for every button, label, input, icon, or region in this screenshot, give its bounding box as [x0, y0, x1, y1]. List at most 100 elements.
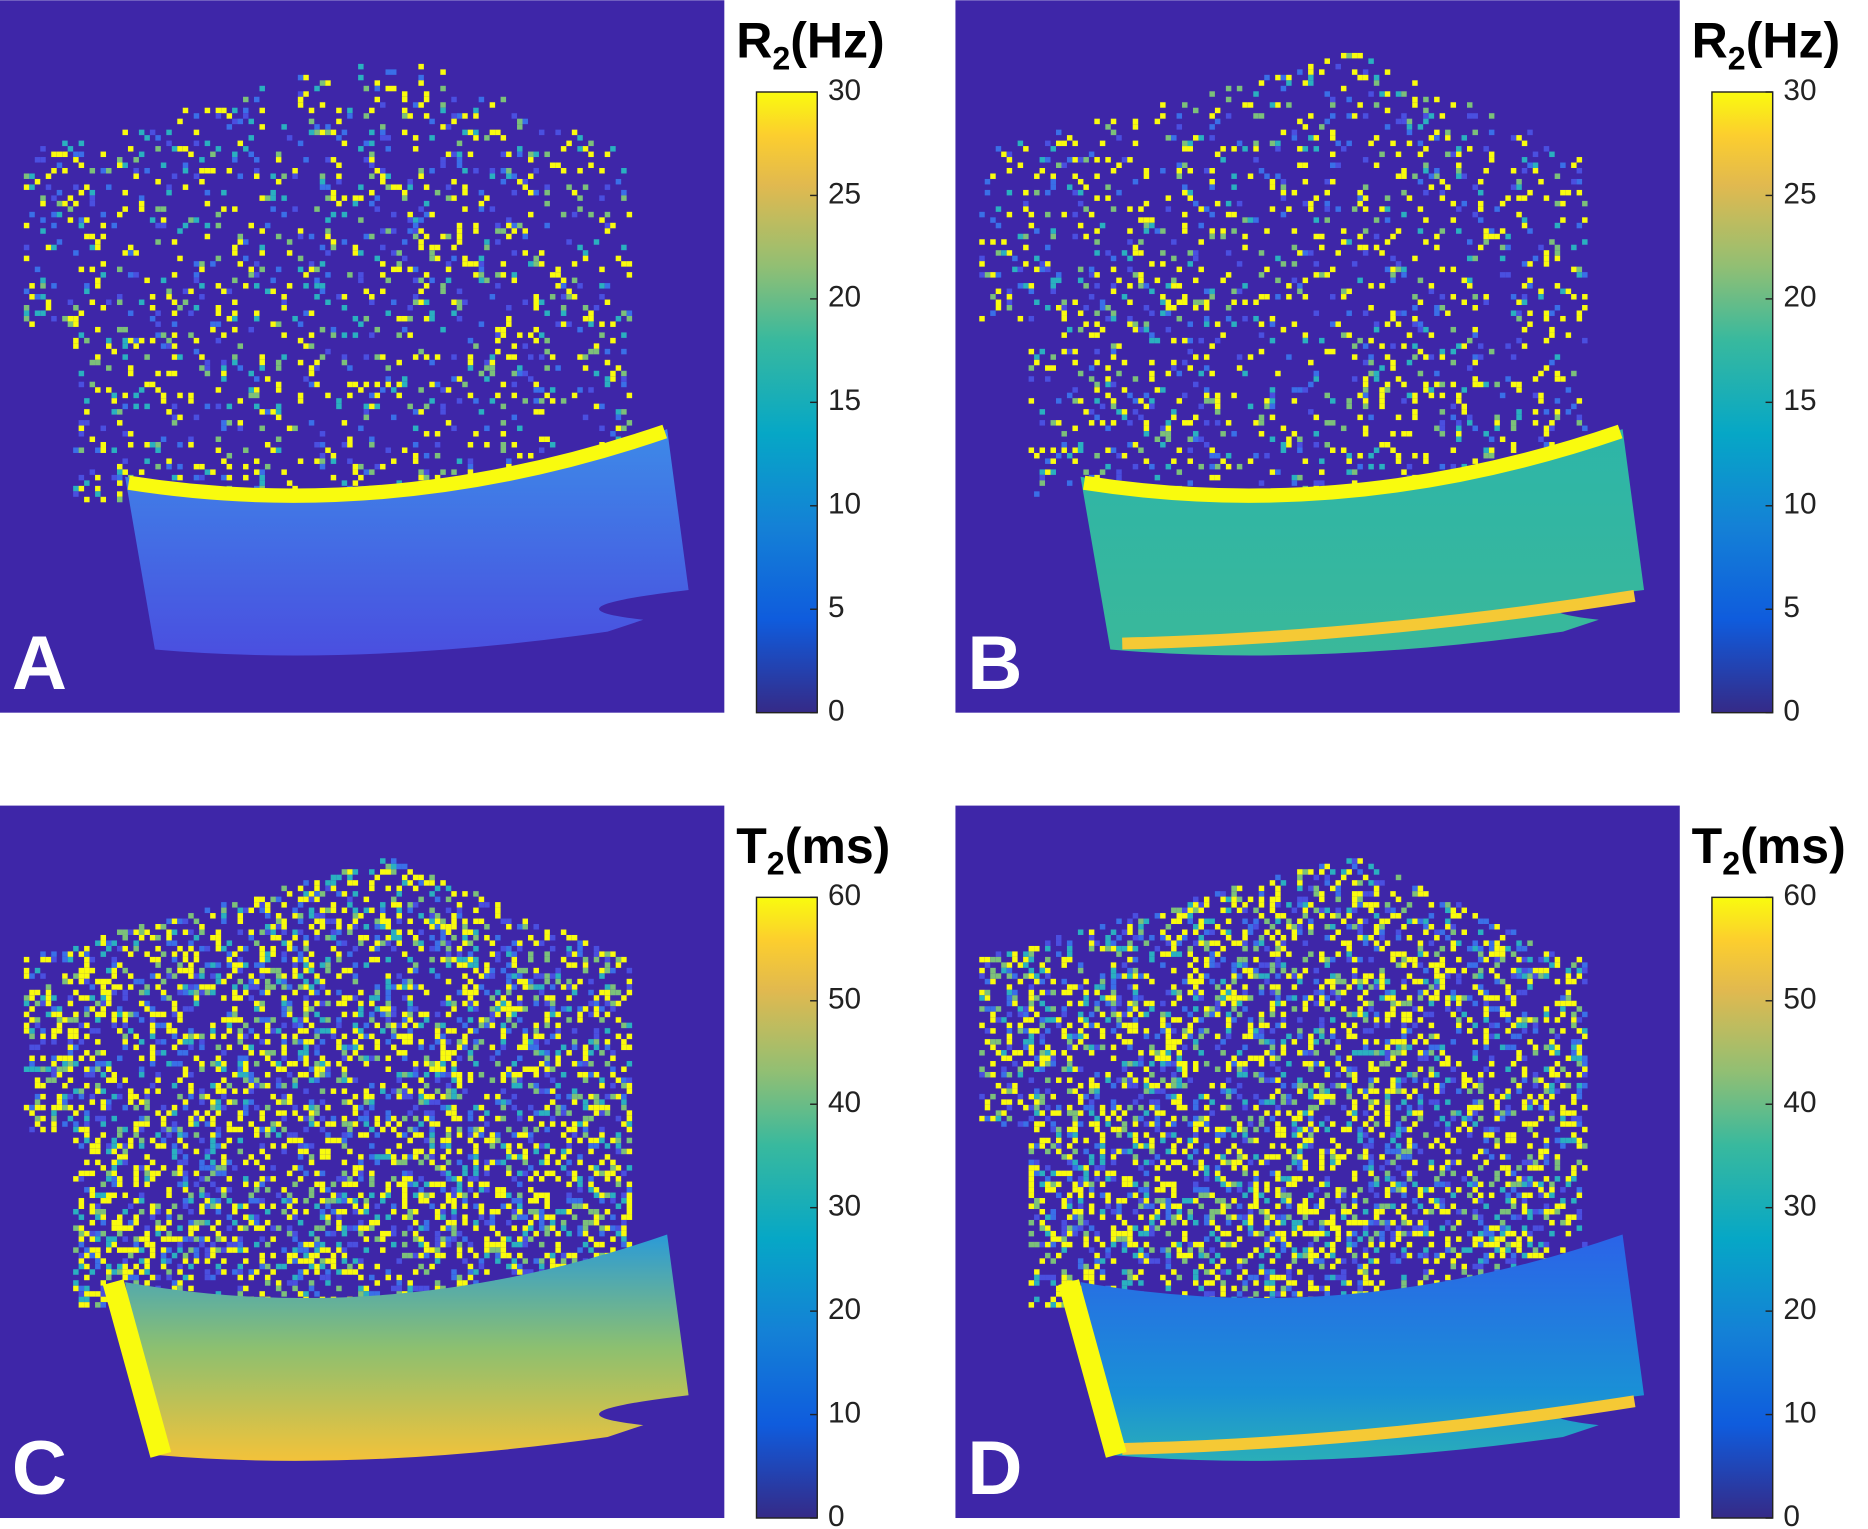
map-pixel [177, 967, 183, 974]
map-pixel [67, 217, 74, 223]
map-pixel [1209, 452, 1215, 459]
map-pixel [577, 951, 583, 957]
map-pixel [1275, 370, 1281, 377]
map-pixel [412, 217, 419, 223]
map-pixel [199, 1044, 205, 1051]
map-pixel [506, 1192, 512, 1199]
map-pixel [270, 409, 276, 415]
map-pixel [95, 940, 101, 946]
map-pixel [1510, 381, 1517, 388]
map-pixel [577, 146, 583, 152]
map-pixel [330, 1192, 337, 1199]
map-pixel [336, 989, 342, 996]
map-pixel [73, 1176, 79, 1182]
map-pixel [270, 447, 276, 453]
map-pixel [1017, 140, 1024, 147]
map-pixel [325, 967, 331, 974]
map-pixel [78, 217, 85, 223]
map-pixel [275, 359, 282, 366]
map-pixel [1132, 463, 1139, 470]
map-pixel [495, 1099, 501, 1105]
map-pixel [319, 178, 326, 185]
map-pixel [401, 984, 408, 990]
map-pixel [1456, 151, 1462, 158]
map-pixel [1165, 370, 1172, 377]
map-pixel [582, 1050, 589, 1056]
map-pixel [259, 1126, 265, 1133]
map-pixel [555, 1033, 561, 1040]
map-pixel [434, 1061, 441, 1067]
map-pixel [51, 1110, 57, 1116]
map-pixel [1362, 310, 1369, 316]
map-pixel [593, 1187, 600, 1193]
map-pixel [199, 1099, 205, 1105]
map-pixel [604, 1143, 611, 1149]
map-pixel [215, 1170, 222, 1177]
map-pixel [303, 1148, 309, 1155]
map-pixel [478, 255, 485, 262]
map-pixel [401, 978, 408, 985]
map-pixel [215, 283, 222, 289]
map-pixel [995, 250, 1002, 256]
map-pixel [171, 1170, 178, 1177]
map-pixel [111, 447, 117, 453]
map-pixel [1329, 135, 1336, 141]
map-pixel [264, 1126, 271, 1133]
map-pixel [445, 266, 452, 273]
map-pixel [352, 1044, 359, 1051]
map-pixel [1094, 272, 1100, 278]
map-pixel [1297, 447, 1303, 453]
map-pixel [1280, 74, 1287, 81]
map-pixel [1034, 173, 1040, 179]
map-pixel [106, 995, 112, 1001]
map-pixel [489, 1143, 496, 1149]
map-pixel [1510, 135, 1517, 141]
map-pixel [204, 945, 211, 952]
map-pixel [1450, 266, 1457, 273]
map-pixel [615, 1093, 622, 1100]
map-pixel [1576, 315, 1583, 322]
map-pixel [237, 118, 244, 125]
tick-label: 30 [1783, 74, 1816, 107]
map-pixel [1220, 146, 1226, 152]
map-pixel [1286, 354, 1292, 360]
map-pixel [527, 157, 534, 163]
map-pixel [478, 96, 485, 103]
map-pixel [330, 1088, 337, 1094]
map-pixel [1034, 228, 1040, 234]
map-pixel [193, 474, 200, 481]
map-pixel [253, 469, 260, 475]
map-pixel [1176, 447, 1183, 453]
map-pixel [297, 392, 304, 399]
map-pixel [1406, 463, 1413, 470]
map-pixel [330, 1198, 337, 1204]
map-pixel [221, 1077, 227, 1083]
map-pixel [226, 1028, 233, 1034]
map-pixel [456, 140, 463, 147]
map-pixel [1434, 233, 1440, 240]
map-pixel [434, 255, 441, 262]
tick-label: 5 [828, 591, 845, 624]
map-pixel [171, 146, 178, 152]
map-pixel [210, 1104, 216, 1111]
map-pixel [1445, 310, 1451, 316]
map-pixel [29, 995, 35, 1001]
map-pixel [440, 1066, 446, 1072]
map-pixel [385, 85, 391, 92]
map-pixel [484, 425, 490, 432]
map-pixel [237, 1115, 244, 1122]
map-pixel [253, 1104, 260, 1111]
map-pixel [193, 272, 200, 278]
map-pixel [188, 1028, 194, 1034]
map-pixel [106, 1099, 112, 1105]
map-pixel [1395, 414, 1402, 421]
map-pixel [199, 261, 205, 267]
map-pixel [1340, 288, 1347, 295]
map-pixel [248, 370, 254, 377]
map-pixel [1209, 398, 1215, 404]
map-pixel [467, 1017, 474, 1023]
map-pixel [418, 1159, 424, 1166]
map-pixel [1428, 332, 1435, 338]
map-pixel [243, 1181, 249, 1188]
map-pixel [1510, 310, 1517, 316]
